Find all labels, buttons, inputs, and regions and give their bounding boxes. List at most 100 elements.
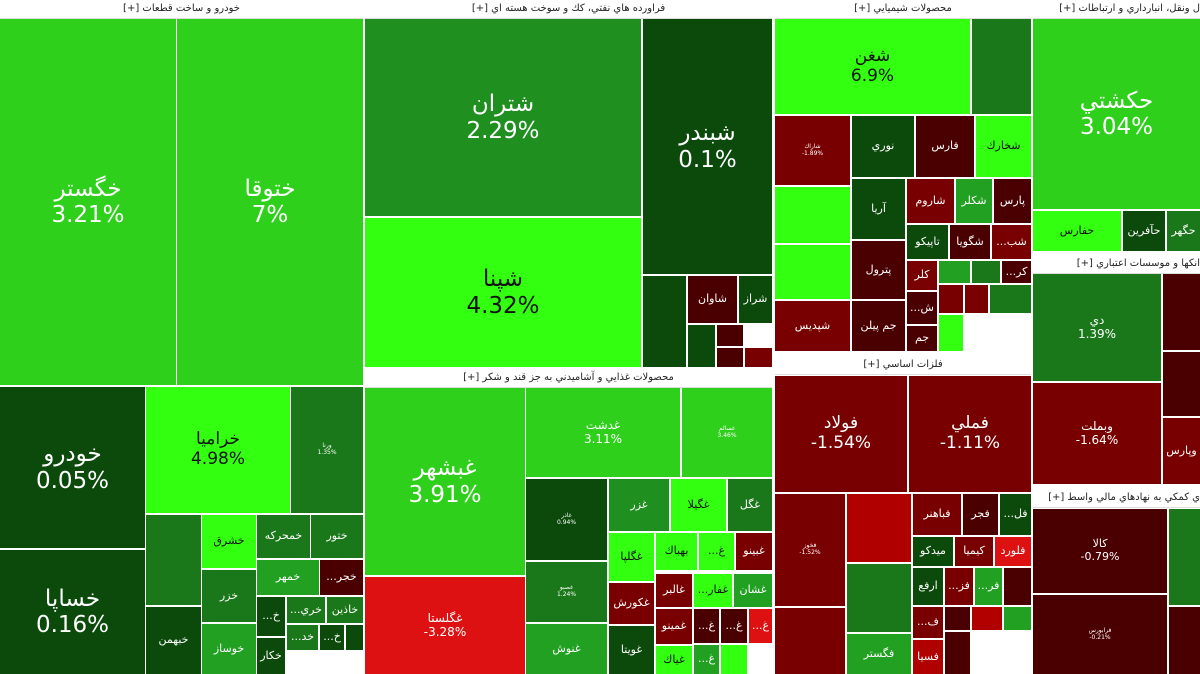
- stock-tile[interactable]: خجر...: [320, 560, 363, 595]
- stock-tile[interactable]: پارس: [994, 179, 1031, 223]
- stock-tile[interactable]: ف...: [913, 607, 943, 638]
- stock-tile[interactable]: شكلر: [956, 179, 992, 223]
- stock-tile[interactable]: غگل: [728, 479, 772, 531]
- stock-tile[interactable]: خگستر 3.21%: [0, 19, 176, 385]
- stock-tile[interactable]: فرابورس -0.21%: [1033, 595, 1167, 674]
- sector-header-food[interactable]: محصولات غذايي و آشاميدني به جز قند و شكر…: [365, 369, 772, 388]
- stock-tile[interactable]: [945, 607, 970, 630]
- stock-tile[interactable]: غمينو: [656, 609, 692, 644]
- stock-tile[interactable]: ورنا 1.35%: [291, 387, 363, 513]
- stock-tile[interactable]: غويتا: [609, 626, 654, 674]
- stock-tile[interactable]: شاراك -1.89%: [775, 116, 850, 185]
- stock-tile[interactable]: شپديس: [775, 301, 850, 351]
- stock-tile[interactable]: خزر: [202, 570, 256, 622]
- stock-tile[interactable]: فل...: [1000, 494, 1031, 535]
- stock-tile[interactable]: شخارك: [976, 116, 1031, 177]
- stock-tile[interactable]: [939, 285, 963, 313]
- stock-tile[interactable]: غاذر 0.94%: [526, 479, 607, 560]
- stock-tile[interactable]: خ...: [257, 597, 285, 636]
- stock-tile[interactable]: فملي -1.11%: [909, 376, 1031, 492]
- stock-tile[interactable]: نوري: [852, 116, 914, 177]
- stock-tile[interactable]: خودرو 0.05%: [0, 387, 145, 548]
- stock-tile[interactable]: كيميا: [955, 537, 993, 566]
- stock-tile[interactable]: [717, 325, 743, 346]
- stock-tile[interactable]: [939, 261, 970, 283]
- stock-tile[interactable]: فارس: [916, 116, 974, 177]
- stock-tile[interactable]: خد...: [287, 625, 318, 650]
- stock-tile[interactable]: شاوان: [688, 276, 737, 323]
- stock-tile[interactable]: غنوش: [526, 624, 607, 674]
- stock-tile[interactable]: غسالم 3.46%: [682, 388, 772, 477]
- sector-header-transport[interactable]: ل ونقل، انبارداري و ارتباطات [+]: [1033, 0, 1200, 19]
- stock-tile[interactable]: [972, 19, 1031, 114]
- stock-tile[interactable]: [945, 632, 970, 674]
- stock-tile[interactable]: كلر: [907, 261, 937, 290]
- stock-tile[interactable]: [972, 261, 1000, 283]
- stock-tile[interactable]: [643, 276, 686, 367]
- stock-tile[interactable]: بهباك: [656, 533, 697, 570]
- stock-tile[interactable]: فسيا: [913, 640, 943, 674]
- stock-tile[interactable]: آريا: [852, 179, 905, 239]
- sector-header-auto[interactable]: خودرو و ساخت قطعات [+]: [0, 0, 363, 19]
- stock-tile[interactable]: ارفع: [913, 568, 943, 605]
- stock-tile[interactable]: وبملت -1.64%: [1033, 383, 1161, 484]
- stock-tile[interactable]: ختور: [311, 515, 363, 558]
- sector-header-banks[interactable]: انكها و موسسات اعتباري [+]: [1033, 255, 1200, 274]
- stock-tile[interactable]: [939, 315, 963, 351]
- stock-tile[interactable]: غبينو: [736, 533, 772, 570]
- stock-tile[interactable]: غالبر: [656, 574, 692, 607]
- stock-tile[interactable]: [972, 607, 1002, 630]
- stock-tile[interactable]: غ...: [694, 609, 719, 643]
- stock-tile[interactable]: غ...: [699, 533, 734, 570]
- stock-tile[interactable]: خري...: [287, 597, 325, 623]
- stock-tile[interactable]: [1004, 568, 1031, 605]
- stock-tile[interactable]: ختوقا 7%: [177, 19, 363, 385]
- stock-tile[interactable]: غگيلا: [671, 479, 726, 531]
- stock-tile[interactable]: فر...: [975, 568, 1002, 605]
- stock-tile[interactable]: [1163, 352, 1200, 416]
- stock-tile[interactable]: [990, 285, 1031, 313]
- stock-tile[interactable]: كالا -0.79%: [1033, 509, 1167, 593]
- stock-tile[interactable]: فلورد: [995, 537, 1031, 566]
- sector-header-chemical[interactable]: محصولات شيميايي [+]: [775, 0, 1031, 19]
- stock-tile[interactable]: غزر: [609, 479, 669, 531]
- stock-tile[interactable]: غ...: [694, 645, 719, 674]
- stock-tile[interactable]: غشان: [734, 574, 772, 607]
- stock-tile[interactable]: [146, 515, 201, 605]
- stock-tile[interactable]: حفارس: [1033, 211, 1121, 251]
- stock-tile[interactable]: خبهمن: [146, 607, 201, 674]
- stock-tile[interactable]: خكار: [257, 638, 285, 674]
- stock-tile[interactable]: خ...: [320, 625, 344, 650]
- stock-tile[interactable]: خوساز: [202, 624, 256, 674]
- stock-tile[interactable]: خشرق: [202, 515, 256, 568]
- stock-tile[interactable]: تاپيكو: [907, 225, 948, 259]
- stock-tile[interactable]: شب...: [992, 225, 1031, 259]
- stock-tile[interactable]: خراميا 4.98%: [146, 387, 290, 513]
- stock-tile[interactable]: [1163, 274, 1200, 350]
- stock-tile[interactable]: غصبو 1.24%: [526, 562, 607, 622]
- stock-tile[interactable]: [965, 285, 988, 313]
- stock-tile[interactable]: [346, 625, 363, 650]
- stock-tile[interactable]: شاروم: [907, 179, 954, 223]
- stock-tile[interactable]: شغن 6.9%: [775, 19, 970, 114]
- stock-tile[interactable]: غفار...: [694, 574, 732, 607]
- stock-tile[interactable]: دي 1.39%: [1033, 274, 1161, 381]
- stock-tile[interactable]: فولاد -1.54%: [775, 376, 907, 492]
- stock-tile[interactable]: غگلستا -3.28%: [365, 577, 525, 674]
- stock-tile[interactable]: غبشهر 3.91%: [365, 388, 525, 575]
- sector-header-financial[interactable]: ي كمكي به نهادهاي مالي واسط [+]: [1033, 489, 1200, 508]
- stock-tile[interactable]: [688, 325, 715, 367]
- stock-tile[interactable]: شراز: [739, 276, 772, 323]
- stock-tile[interactable]: حآفرين: [1123, 211, 1165, 251]
- stock-tile[interactable]: ميدكو: [913, 537, 953, 566]
- stock-tile[interactable]: وپارس: [1163, 418, 1200, 484]
- stock-tile[interactable]: [775, 187, 850, 243]
- stock-tile[interactable]: شتران 2.29%: [365, 19, 641, 216]
- stock-tile[interactable]: [721, 645, 747, 674]
- sector-header-metals[interactable]: فلزات اساسي [+]: [775, 356, 1031, 375]
- stock-tile[interactable]: خمحركه: [257, 515, 310, 558]
- stock-tile[interactable]: پترول: [852, 241, 905, 299]
- stock-tile[interactable]: [847, 564, 911, 632]
- stock-tile[interactable]: فباهنر: [913, 494, 961, 535]
- stock-tile[interactable]: غدشت 3.11%: [526, 388, 680, 477]
